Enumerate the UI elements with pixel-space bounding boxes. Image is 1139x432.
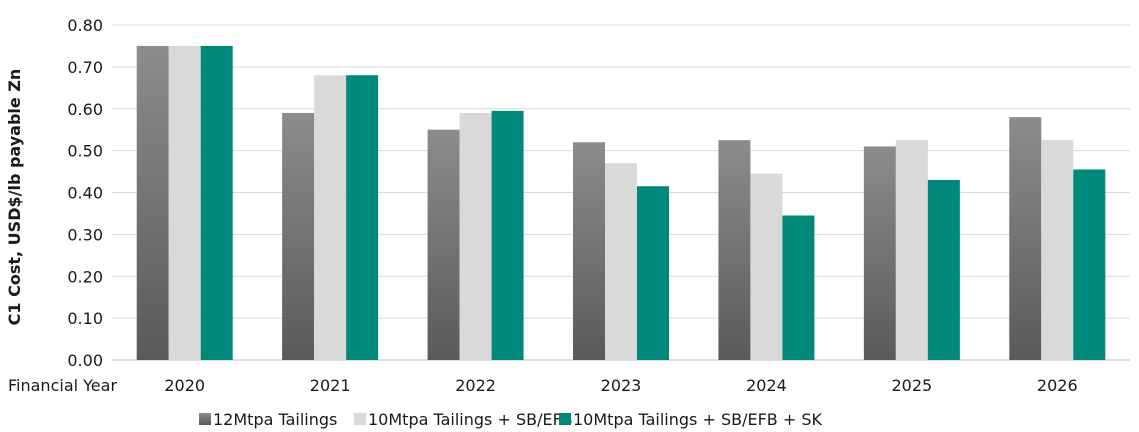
bar [346,75,379,360]
bar [1009,117,1042,360]
x-tick-label: 2025 [891,376,932,395]
bar [459,112,492,360]
bar [168,45,201,360]
legend-label: 12Mtpa Tailings [213,410,337,429]
legend-swatch [559,413,571,425]
x-axis-title: Financial Year [8,376,117,395]
bar [1041,140,1074,360]
y-tick-label: 0.40 [67,184,103,203]
x-tick-label: 2021 [310,376,351,395]
bar [782,215,815,360]
bar [491,110,524,360]
y-tick-label: 0.20 [67,267,103,286]
bar [895,140,928,360]
y-tick-label: 0.30 [67,225,103,244]
bar [927,179,960,360]
legend-swatch [354,413,366,425]
x-tick-label: 2026 [1037,376,1078,395]
bar [573,142,605,360]
x-axis-ticks: 2020 2021 2022 2023 2024 2025 2026 [164,376,1077,395]
x-tick-label: 2022 [455,376,496,395]
bar [637,186,669,360]
y-tick-label: 0.50 [67,142,103,161]
y-axis-title: C1 Cost, USD$/lb payable Zn [5,69,24,326]
bar [1073,169,1106,360]
y-tick-label: 0.60 [67,100,103,119]
bar [718,140,751,360]
x-tick-label: 2024 [746,376,787,395]
bar [427,129,460,360]
bar [314,75,347,360]
legend-label: 10Mtpa Tailings + SB/EFB [368,410,573,429]
bars [136,45,1106,360]
bar [750,173,783,360]
y-tick-label: 0.70 [67,58,103,77]
bar [863,146,896,360]
y-axis-ticks: 0.00 0.10 0.20 0.30 0.40 0.50 0.60 0.70 0.80 [67,16,103,370]
x-tick-label: 2023 [601,376,642,395]
bar [200,45,233,360]
legend-swatch [199,413,211,425]
y-tick-label: 0.00 [67,351,103,370]
x-tick-label: 2020 [164,376,205,395]
bar [282,112,315,360]
bar [136,45,169,360]
y-tick-label: 0.80 [67,16,103,35]
legend-label: 10Mtpa Tailings + SB/EFB + SK [573,410,823,429]
y-tick-label: 0.10 [67,309,103,328]
legend: 12Mtpa Tailings 10Mtpa Tailings + SB/EFB 1… [199,410,823,429]
bar [605,163,637,360]
